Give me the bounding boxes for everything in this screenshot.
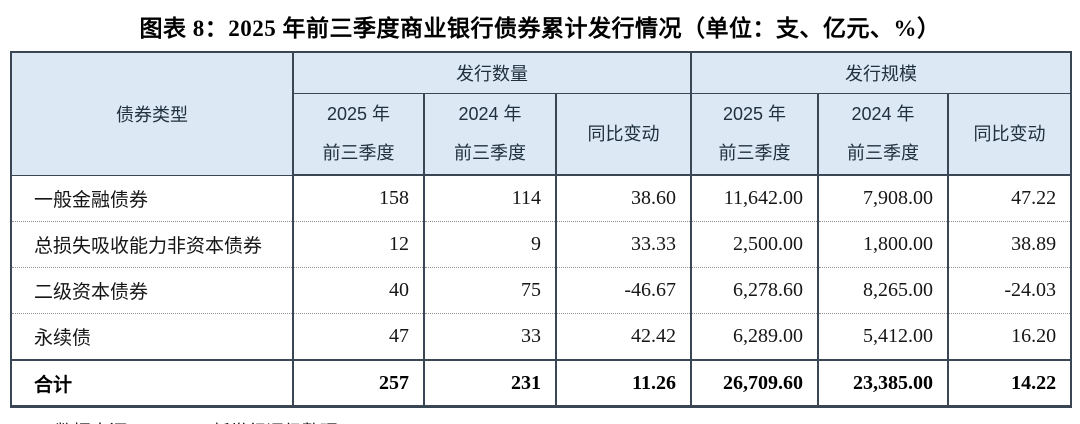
total-count-2025: 257	[292, 359, 424, 407]
header-group-issue-scale: 发行规模	[690, 52, 1072, 94]
scale-2024-value: 8,265.00	[817, 267, 949, 314]
count-2024-value: 33	[423, 313, 556, 360]
total-count-2024: 231	[423, 359, 556, 407]
count-2024-value: 114	[423, 175, 556, 222]
table-container: 债券类型 发行数量 发行规模 2025 年 前三季度 2024 年 前三季度 同…	[10, 51, 1073, 408]
bond-issuance-table: 债券类型 发行数量 发行规模 2025 年 前三季度 2024 年 前三季度 同…	[10, 51, 1073, 408]
table-row-tier2-capital-bond: 二级资本债券 40 75 -46.67 6,278.60 8,265.00 -2…	[11, 267, 1072, 314]
scale-2025-value: 2,500.00	[690, 221, 819, 268]
bond-type-label: 总损失吸收能力非资本债券	[11, 221, 293, 268]
header-scale-yoy: 同比变动	[947, 93, 1072, 176]
table-row-perpetual-bond: 永续债 47 33 42.42 6,289.00 5,412.00 16.20	[11, 313, 1072, 360]
header-bond-type: 债券类型	[11, 52, 293, 176]
count-yoy-value: 42.42	[554, 313, 692, 360]
scale-2024-value: 1,800.00	[817, 221, 949, 268]
header-count-2025: 2025 年 前三季度	[292, 93, 424, 176]
scale-yoy-value: 16.20	[947, 313, 1072, 360]
table-row-general-financial-bond: 一般金融债券 158 114 38.60 11,642.00 7,908.00 …	[11, 175, 1072, 222]
table-row-tlac-non-capital-bond: 总损失吸收能力非资本债券 12 9 33.33 2,500.00 1,800.0…	[11, 221, 1072, 268]
scale-2025-value: 11,642.00	[690, 175, 819, 222]
count-2025-value: 158	[292, 175, 424, 222]
total-count-yoy: 11.26	[554, 359, 692, 407]
scale-2024-value: 7,908.00	[817, 175, 949, 222]
total-scale-2024: 23,385.00	[817, 359, 949, 407]
header-scale-2024: 2024 年 前三季度	[817, 93, 949, 176]
bond-type-label: 一般金融债券	[11, 175, 293, 222]
total-scale-yoy: 14.22	[947, 359, 1072, 407]
total-label: 合计	[11, 359, 293, 407]
count-yoy-value: -46.67	[554, 267, 692, 314]
scale-yoy-value: -24.03	[947, 267, 1072, 314]
count-2025-value: 47	[292, 313, 424, 360]
scale-2024-value: 5,412.00	[817, 313, 949, 360]
count-yoy-value: 33.33	[554, 221, 692, 268]
scale-2025-value: 6,289.00	[690, 313, 819, 360]
count-yoy-value: 38.60	[554, 175, 692, 222]
figure-title: 图表 8：2025 年前三季度商业银行债券累计发行情况（单位：支、亿元、%）	[139, 16, 941, 41]
data-source-note: 数据来源：WIND，新世纪评级整理	[55, 418, 1080, 424]
count-2025-value: 40	[292, 267, 424, 314]
bond-type-label: 永续债	[11, 313, 293, 360]
table-group-header-row: 债券类型 发行数量 发行规模	[11, 52, 1072, 176]
header-count-2024: 2024 年 前三季度	[423, 93, 556, 176]
bond-type-label: 二级资本债券	[11, 267, 293, 314]
header-scale-2025: 2025 年 前三季度	[690, 93, 819, 176]
table-row-total: 合计 257 231 11.26 26,709.60 23,385.00 14.…	[11, 359, 1072, 407]
total-scale-2025: 26,709.60	[690, 359, 819, 407]
scale-yoy-value: 38.89	[947, 221, 1072, 268]
report-figure-page: 图表 8：2025 年前三季度商业银行债券累计发行情况（单位：支、亿元、%） 债…	[0, 9, 1080, 424]
count-2024-value: 9	[423, 221, 556, 268]
scale-2025-value: 6,278.60	[690, 267, 819, 314]
count-2025-value: 12	[292, 221, 424, 268]
table-subheader-row: 2025 年 前三季度 2024 年 前三季度 同比变动 2025 年 前三季度…	[11, 93, 1072, 176]
count-2024-value: 75	[423, 267, 556, 314]
header-group-issue-count: 发行数量	[291, 52, 692, 94]
header-count-yoy: 同比变动	[554, 93, 692, 176]
scale-yoy-value: 47.22	[947, 175, 1072, 222]
